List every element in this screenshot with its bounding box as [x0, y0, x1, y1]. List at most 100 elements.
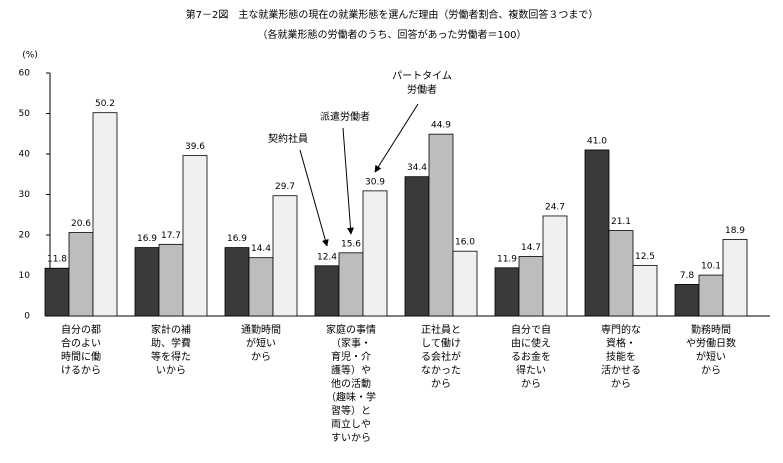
bar	[224, 247, 250, 317]
x-tick-label: から	[431, 378, 451, 390]
bar	[272, 195, 298, 317]
x-tick-label: （趣味・学	[326, 391, 376, 404]
y-tick-label: 40	[19, 150, 31, 160]
y-tick-label: 50	[19, 109, 31, 119]
x-tick-label: 得たい	[516, 365, 546, 377]
bar	[248, 257, 274, 317]
x-tick-label: る会社が	[421, 350, 461, 363]
value-label: 39.6	[185, 142, 205, 152]
bar	[68, 232, 94, 317]
x-tick-label: 護等）や	[331, 364, 371, 377]
value-label: 10.1	[701, 262, 721, 272]
bar	[722, 239, 748, 317]
value-label: 15.6	[341, 239, 361, 249]
x-tick-label: けるから	[61, 365, 101, 377]
y-tick-label: 0	[24, 312, 30, 322]
chart-title: 第7－2図 主な就業形態の現在の就業形態を選んだ理由（労働者割合、複数回答３つま…	[186, 8, 599, 21]
x-tick-label: から	[611, 378, 631, 390]
value-label: 12.5	[635, 252, 655, 262]
bar	[338, 252, 364, 317]
value-label: 17.7	[161, 231, 181, 241]
bar	[428, 133, 454, 317]
x-tick-label: 資格・	[606, 337, 636, 350]
value-label: 29.7	[275, 182, 295, 192]
bar	[134, 247, 160, 317]
bar	[608, 230, 634, 317]
bar	[698, 274, 724, 317]
value-label: 14.7	[521, 243, 541, 253]
bar	[452, 250, 478, 317]
value-label: 44.9	[431, 121, 451, 131]
value-label: 16.0	[455, 238, 475, 248]
arrow	[342, 127, 355, 235]
value-label: 41.0	[587, 136, 607, 146]
x-tick-label: 家計の補	[151, 323, 191, 336]
value-label: 21.1	[611, 217, 631, 227]
y-tick-label: 20	[19, 231, 31, 241]
x-tick-label: なかった	[421, 365, 461, 377]
value-label: 16.9	[227, 234, 247, 244]
value-label: 50.2	[95, 99, 115, 109]
x-tick-label: して働け	[421, 337, 461, 350]
x-tick-label: 習等）と	[331, 404, 371, 417]
x-tick-label: 自分の都	[61, 323, 101, 336]
x-tick-label: 合のよい	[61, 337, 101, 350]
arrow	[299, 149, 329, 247]
x-tick-label: （家事・	[331, 337, 371, 350]
y-tick-label: 10	[19, 271, 31, 281]
value-label: 20.6	[71, 219, 91, 229]
x-tick-label: 活かせる	[601, 365, 641, 377]
bar	[92, 112, 118, 317]
x-tick-label: 育児・介	[331, 350, 371, 363]
value-label: 16.9	[137, 234, 157, 244]
x-tick-label: から	[701, 365, 721, 377]
x-tick-label: 技能を	[606, 350, 636, 363]
bar	[494, 267, 520, 317]
value-label: 18.9	[725, 226, 745, 236]
y-axis-label: (%)	[22, 51, 38, 61]
x-tick-label: から	[251, 351, 271, 363]
bar	[158, 243, 184, 317]
bar	[674, 284, 700, 317]
bar	[632, 264, 658, 317]
x-tick-label: 由に使え	[511, 337, 551, 350]
value-label: 11.9	[497, 254, 517, 264]
x-tick-label: 専門的な	[601, 323, 641, 336]
x-tick-label: 時間に働	[61, 350, 101, 363]
series-annotation: 派遣労働者	[320, 112, 370, 123]
bar	[404, 176, 430, 317]
value-label: 12.4	[317, 252, 337, 262]
x-tick-label: いから	[156, 365, 186, 377]
y-tick-label: 30	[19, 190, 31, 200]
x-tick-label: や労働日数	[686, 337, 736, 350]
bar	[542, 215, 568, 317]
value-label: 34.4	[407, 163, 427, 173]
x-tick-label: から	[521, 378, 541, 390]
x-tick-label: 家庭の事情	[326, 323, 376, 336]
x-tick-label: るお金を	[511, 350, 551, 363]
x-tick-label: 助、学費	[151, 337, 191, 350]
value-label: 30.9	[365, 177, 385, 187]
x-tick-label: が短い	[696, 350, 726, 363]
series-annotation: パートタイム労働者	[392, 71, 452, 96]
value-label: 24.7	[545, 202, 565, 212]
y-tick-label: 60	[19, 69, 31, 79]
value-label: 11.8	[47, 255, 67, 265]
bar	[314, 265, 340, 317]
bar	[362, 190, 388, 317]
value-label: 14.4	[251, 244, 271, 254]
x-tick-label: が短い	[246, 337, 276, 350]
x-tick-label: 勤務時間	[691, 323, 731, 336]
bar	[584, 149, 610, 317]
value-label: 7.8	[680, 271, 695, 281]
chart-subtitle: （各就業形態の労働者のうち、回答があった労働者＝100）	[257, 28, 526, 41]
series-annotation: 契約社員	[268, 134, 308, 145]
arrow	[374, 103, 419, 173]
x-tick-label: 正社員と	[421, 323, 461, 336]
x-tick-label: 他の活動	[331, 377, 371, 390]
x-tick-label: 自分で自	[511, 323, 551, 336]
x-tick-label: すいから	[331, 432, 371, 444]
bar	[518, 256, 544, 317]
